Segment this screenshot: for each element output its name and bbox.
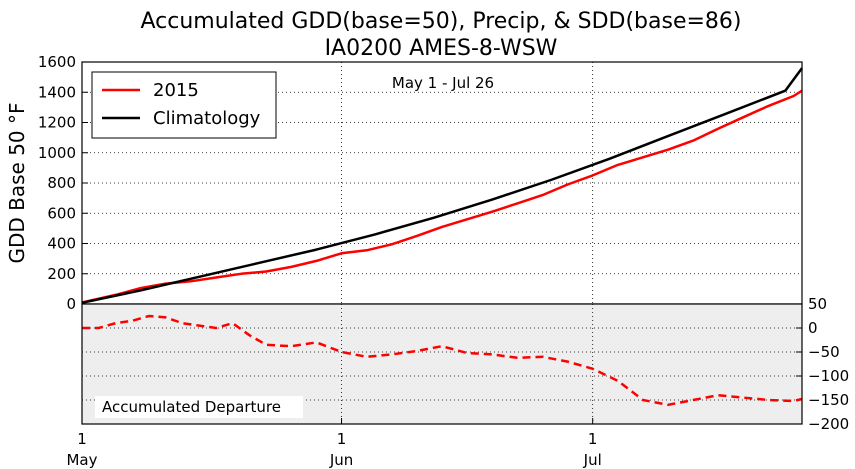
x-axis-ticks: 1 May 1 Jun 1 Jul <box>66 418 602 469</box>
departure-y-tick-label: −100 <box>808 367 849 385</box>
legend: 2015 Climatology <box>91 71 277 139</box>
legend-label-climatology: Climatology <box>153 108 261 129</box>
y-axis-label: GDD Base 50 °F <box>5 102 29 263</box>
departure-y-tick-label: −200 <box>808 415 849 433</box>
gdd-panel: 0 200 400 600 800 1000 1200 1400 1600 May 1 - Ju… <box>5 53 804 313</box>
departure-y-tick-label: −150 <box>808 391 849 409</box>
gdd-y-tick-label: 1600 <box>38 53 76 71</box>
series-line-climatology <box>81 67 804 305</box>
x-tick-label: 1 <box>337 430 347 448</box>
departure-grid <box>82 304 802 424</box>
departure-y-tick-label: 0 <box>808 319 818 337</box>
legend-box <box>91 71 277 139</box>
chart-title: Accumulated GDD(base=50), Precip, & SDD(… <box>140 9 741 34</box>
departure-label-box <box>95 396 303 418</box>
x-tick-label: 1 <box>588 430 598 448</box>
departure-label: Accumulated Departure <box>102 398 281 416</box>
departure-plot-frame <box>81 303 803 425</box>
gdd-y-tick-label: 400 <box>47 235 76 253</box>
x-tick-month: Jun <box>329 451 353 469</box>
departure-line <box>82 314 803 407</box>
series-line-2015 <box>81 89 803 304</box>
gdd-y-tick-label: 600 <box>47 204 76 222</box>
departure-panel: 50 0 −50 −100 −150 −200 Accumulated Departure <box>81 295 849 433</box>
gdd-y-tick-label: 800 <box>47 174 76 192</box>
x-tick-month: May <box>66 451 97 469</box>
gdd-grid <box>82 62 802 304</box>
x-tick-label: 1 <box>77 430 87 448</box>
gdd-series <box>81 67 804 305</box>
chart-subtitle: IA0200 AMES-8-WSW <box>325 36 558 61</box>
gdd-y-ticks: 0 200 400 600 800 1000 1200 1400 1600 <box>38 53 88 313</box>
departure-y-ticks: 50 0 −50 −100 −150 −200 <box>796 295 849 433</box>
departure-series <box>82 314 803 407</box>
departure-y-tick-label: −50 <box>808 343 840 361</box>
legend-label-2015: 2015 <box>153 80 199 101</box>
date-range-label: May 1 - Jul 26 <box>392 74 494 92</box>
gdd-y-tick-label: 200 <box>47 265 76 283</box>
x-tick-month: Jul <box>583 451 602 469</box>
gdd-y-tick-label: 1400 <box>38 83 76 101</box>
gdd-y-tick-label: 1200 <box>38 114 76 132</box>
gdd-y-tick-label: 1000 <box>38 144 76 162</box>
gdd-y-tick-label: 0 <box>66 295 76 313</box>
departure-y-tick-label: 50 <box>808 295 827 313</box>
